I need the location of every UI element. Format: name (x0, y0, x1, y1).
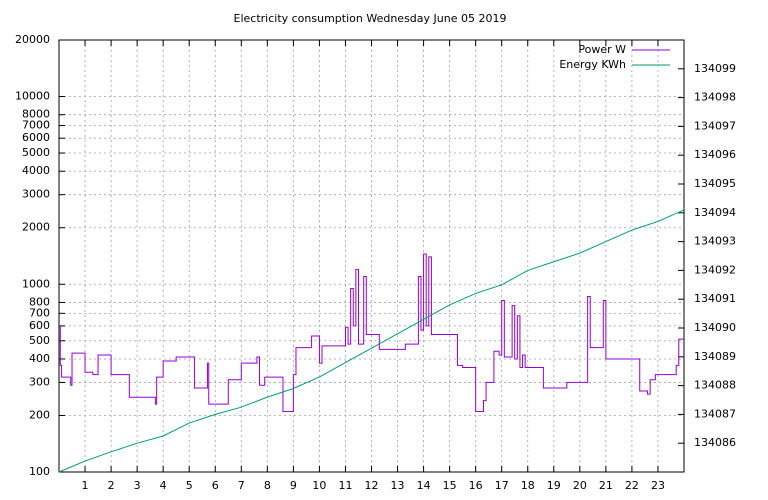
y-tick-label: 200 (29, 408, 50, 421)
x-tick-label: 19 (547, 479, 561, 492)
y2-tick-label: 134090 (694, 321, 736, 334)
y-tick-label: 8000 (22, 108, 50, 121)
chart-title: Electricity consumption Wednesday June 0… (234, 12, 507, 25)
y-tick-label: 10000 (15, 90, 50, 103)
y2-tick-label: 134087 (694, 407, 736, 420)
x-tick-label: 11 (338, 479, 352, 492)
x-tick-label: 20 (573, 479, 587, 492)
y2-tick-label: 134086 (694, 436, 736, 449)
y-tick-label: 300 (29, 375, 50, 388)
y2-tick-label: 134098 (694, 91, 736, 104)
x-tick-label: 7 (238, 479, 245, 492)
series-line (59, 253, 684, 413)
y-tick-label: 3000 (22, 188, 50, 201)
x-tick-label: 8 (264, 479, 271, 492)
y-tick-label: 1000 (22, 277, 50, 290)
y2-tick-label: 134097 (694, 119, 736, 132)
x-tick-label: 21 (599, 479, 613, 492)
x-tick-label: 16 (469, 479, 483, 492)
x-tick-label: 12 (365, 479, 379, 492)
y2-tick-label: 134095 (694, 177, 736, 190)
x-tick-label: 14 (417, 479, 431, 492)
y-tick-label: 600 (29, 319, 50, 332)
y-tick-label: 100 (29, 465, 50, 478)
y-tick-label: 4000 (22, 164, 50, 177)
x-tick-label: 18 (521, 479, 535, 492)
y-tick-label: 400 (29, 352, 50, 365)
x-tick-label: 23 (651, 479, 665, 492)
y-tick-label: 6000 (22, 131, 50, 144)
y2-tick-label: 134089 (694, 350, 736, 363)
x-tick-label: 13 (391, 479, 405, 492)
y-tick-label: 700 (29, 306, 50, 319)
y-tick-label: 800 (29, 295, 50, 308)
x-tick-label: 1 (82, 479, 89, 492)
y-tick-label: 500 (29, 334, 50, 347)
y2-tick-label: 134096 (694, 148, 736, 161)
y2-tick-label: 134091 (694, 292, 736, 305)
x-tick-label: 4 (160, 479, 167, 492)
x-tick-label: 5 (186, 479, 193, 492)
legend-label: Power W (578, 43, 626, 56)
x-tick-label: 9 (290, 479, 297, 492)
y2-tick-label: 134099 (694, 62, 736, 75)
plot-frame (58, 39, 685, 473)
x-tick-label: 15 (443, 479, 457, 492)
y2-tick-label: 134092 (694, 263, 736, 276)
y2-tick-label: 134094 (694, 206, 736, 219)
x-tick-label: 10 (312, 479, 326, 492)
x-tick-label: 3 (134, 479, 141, 492)
x-tick-label: 2 (108, 479, 115, 492)
y-tick-label: 7000 (22, 119, 50, 132)
y-tick-label: 5000 (22, 146, 50, 159)
y-tick-label: 2000 (22, 221, 50, 234)
x-tick-label: 6 (212, 479, 219, 492)
legend-label: Energy KWh (559, 58, 626, 71)
x-tick-label: 17 (495, 479, 509, 492)
series-line (58, 209, 685, 473)
x-tick-label: 22 (625, 479, 639, 492)
y2-tick-label: 134088 (694, 379, 736, 392)
y2-tick-label: 134093 (694, 235, 736, 248)
y-tick-label: 20000 (15, 33, 50, 46)
